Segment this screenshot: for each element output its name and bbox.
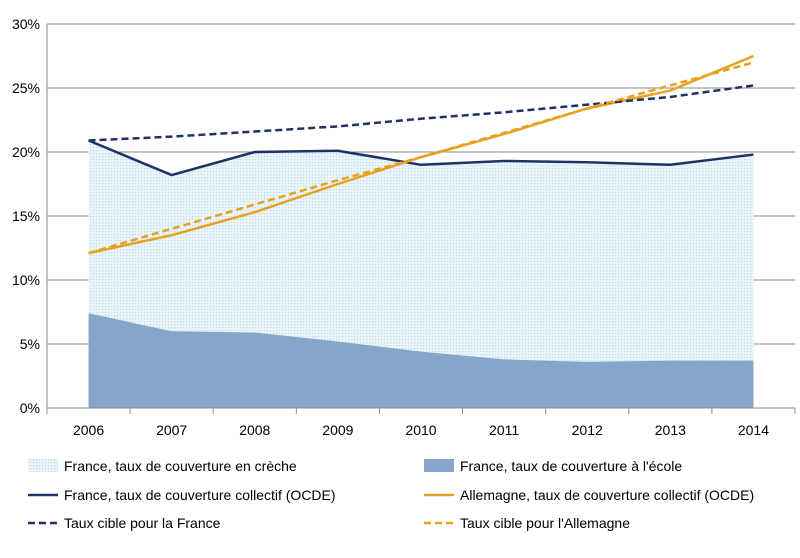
legend-label-de_cible: Taux cible pour l'Allemagne [460,515,630,531]
x-tick-label: 2008 [239,422,270,438]
x-tick-label: 2006 [73,422,104,438]
line-series [88,54,754,255]
legend-label-fr_cible: Taux cible pour la France [64,515,221,531]
legend-swatch-creche [28,459,58,472]
x-tick-label: 2009 [322,422,353,438]
axes: 0% 5% 10% 15% 20% 25% 30% 2006 2007 2008 2009 2010 2… [12,16,796,438]
area-series [88,140,754,409]
y-tick-label: 25% [12,80,40,96]
legend-label-fr_collectif: France, taux de couverture collectif (OC… [64,487,336,503]
x-tick-label: 2012 [572,422,603,438]
legend-label-creche: France, taux de couverture en crèche [64,458,297,474]
y-tick-label: 10% [12,272,40,288]
y-tick-label: 0% [20,400,40,416]
y-tick-label: 15% [12,208,40,224]
x-tick-label: 2011 [489,422,519,438]
x-tick-label: 2014 [738,422,769,438]
area-ecole [88,313,754,408]
legend-label-ecole: France, taux de couverture à l'école [460,458,682,474]
y-tick-label: 5% [20,336,40,352]
x-tick-label: 2010 [405,422,436,438]
legend-label-de_collectif: Allemagne, taux de couverture collectif … [460,487,754,503]
x-tick-label: 2007 [156,422,187,438]
x-tick-label: 2013 [655,422,686,438]
y-tick-label: 30% [12,16,40,32]
legend: France, taux de couverture en crèche Fran… [28,458,754,531]
legend-swatch-ecole [424,459,454,472]
y-tick-label: 20% [12,144,40,160]
